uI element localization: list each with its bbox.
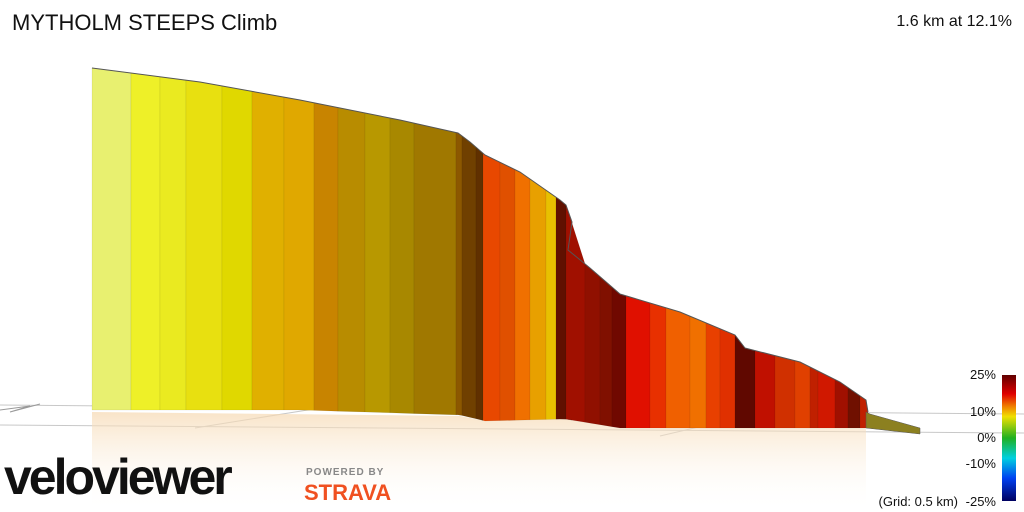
gradient-strip — [389, 117, 415, 414]
gradient-strip — [475, 146, 484, 421]
gradient-strip — [565, 204, 586, 423]
gradient-strip — [529, 178, 547, 421]
gradient-strip — [555, 196, 567, 420]
gradient-strip — [611, 286, 627, 429]
scale-label: 0% — [977, 430, 996, 445]
grid-mark — [0, 403, 41, 413]
gradient-strip — [705, 322, 721, 429]
gradient-strip — [809, 366, 819, 429]
gradient-strip — [499, 161, 516, 421]
gradient-strip — [817, 370, 836, 429]
gradient-strip — [665, 307, 691, 429]
reflection — [92, 412, 866, 512]
gradient-strip — [251, 91, 285, 411]
gradient-strip — [364, 112, 391, 414]
gradient-strip — [774, 355, 796, 429]
logo: veloviewer — [4, 449, 233, 505]
gradient-strip — [625, 295, 651, 429]
gradient-strip — [482, 152, 501, 422]
gradient-strip — [313, 102, 339, 412]
stats: 1.6 km at 12.1% — [896, 13, 1012, 30]
gradient-strip — [847, 387, 861, 429]
color-scale — [1002, 375, 1016, 501]
title: MYTHOLM STEEPS Climb — [12, 10, 278, 35]
scale-label: -10% — [965, 456, 996, 471]
gradient-strip — [734, 334, 756, 429]
gradient-strip — [754, 350, 776, 429]
gradient-strip — [337, 107, 366, 413]
gradient-strip — [599, 276, 613, 427]
gradient-strip — [461, 135, 477, 420]
strava-logo: STRAVA — [304, 480, 392, 505]
gradient-strip — [649, 302, 667, 429]
gradient-strip — [185, 79, 223, 411]
powered-by: POWERED BY — [306, 467, 385, 478]
gradient-strip — [545, 189, 557, 420]
gradient-strip — [130, 72, 161, 411]
gradient-strip — [221, 85, 253, 411]
gradient-strip — [719, 328, 736, 429]
scale-label: 25% — [969, 367, 996, 382]
gradient-strip — [794, 360, 811, 429]
gradient-strip — [455, 132, 463, 416]
gradient-strip — [159, 76, 187, 411]
profile-tail — [865, 411, 921, 435]
gradient-strip — [91, 67, 132, 411]
gradient-strip — [689, 315, 707, 429]
gradient-strip — [283, 96, 315, 411]
grid-note: (Grid: 0.5 km) — [878, 494, 958, 509]
gradient-strip — [413, 122, 457, 416]
scale-label: 10% — [969, 404, 996, 419]
profile-outline — [91, 67, 869, 413]
gradient-strip — [584, 263, 601, 425]
scale-label: -25% — [965, 494, 996, 509]
gradient-strip — [514, 169, 531, 421]
profile-strips — [91, 67, 869, 429]
